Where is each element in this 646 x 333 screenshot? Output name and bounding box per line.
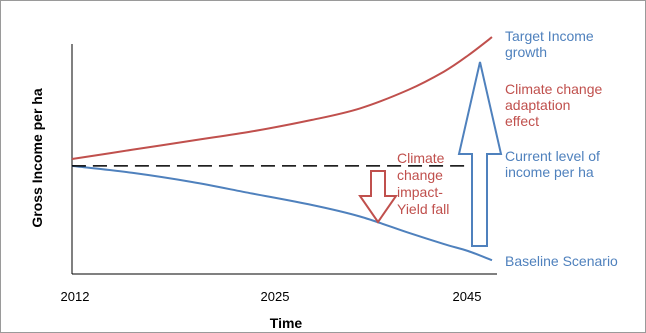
annotation-baseline: Baseline Scenario — [505, 253, 618, 269]
annotation-impact-line-1: Climate — [397, 150, 445, 166]
annotation-current: Current level of income per ha — [505, 148, 604, 180]
annotation-adaptation-line-2: adaptation — [505, 97, 570, 113]
x-tick-2012: 2012 — [61, 289, 90, 304]
x-tick-labels: 2012 2025 2045 — [61, 289, 482, 304]
annotation-target-line-1: Target Income — [505, 28, 594, 44]
annotation-baseline-line-1: Baseline Scenario — [505, 253, 618, 269]
annotation-adaptation-line-1: Climate change — [505, 81, 602, 97]
annotation-impact-line-2: change — [397, 167, 443, 183]
annotation-target-line-2: growth — [505, 44, 547, 60]
annotation-target: Target Income growth — [505, 28, 598, 60]
x-axis-title: Time — [270, 315, 303, 331]
annotation-adaptation-line-3: effect — [505, 113, 539, 129]
series-line-1 — [71, 36, 493, 160]
series-layer — [71, 36, 493, 262]
annotation-adaptation: Climate change adaptation effect — [505, 81, 606, 129]
annotation-impact-line-4: Yield fall — [397, 201, 449, 217]
annotation-current-line-1: Current level of — [505, 148, 600, 164]
target-growth-arrow — [457, 61, 503, 247]
annotation-impact: Climate change impact- Yield fall — [397, 150, 449, 217]
x-tick-2045: 2045 — [453, 289, 482, 304]
x-tick-2025: 2025 — [261, 289, 290, 304]
series-line-2 — [71, 164, 493, 262]
annotation-impact-line-3: impact- — [397, 184, 443, 200]
annotation-layer: Target Income growth Climate change adap… — [397, 28, 618, 269]
impact-arrow — [358, 170, 398, 224]
y-axis-title: Gross Income per ha — [29, 88, 45, 227]
annotation-current-line-2: income per ha — [505, 164, 594, 180]
